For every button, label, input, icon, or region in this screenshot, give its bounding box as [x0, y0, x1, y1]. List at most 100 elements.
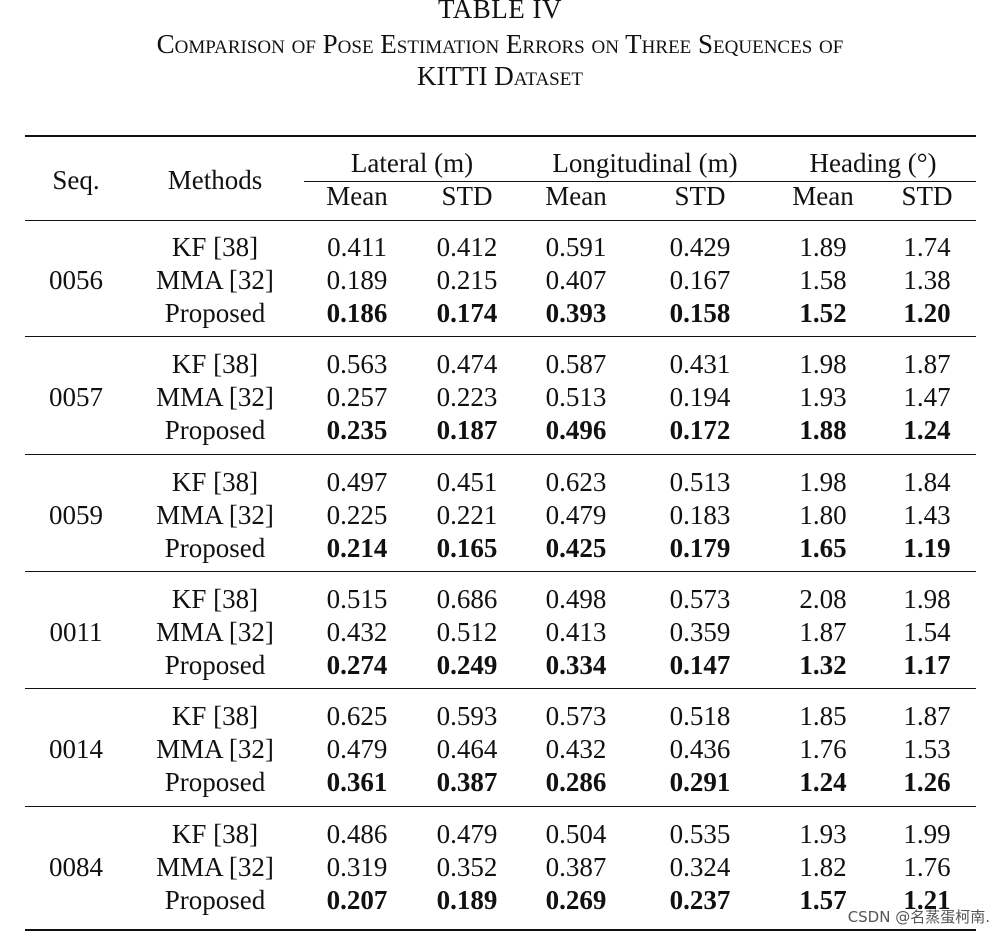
table-cell: 0.486: [326, 818, 388, 849]
table-cell: 0.237: [669, 884, 731, 915]
watermark: CSDN @名蒸蛋柯南.: [847, 908, 990, 926]
table-cell: 1.17: [903, 649, 951, 680]
table-cell: 0.225: [326, 499, 388, 530]
method-label: KF [38]: [171, 818, 259, 849]
table-cell: 1.57: [799, 884, 847, 915]
header-heading-std: STD: [901, 181, 953, 211]
method-label: KF [38]: [171, 232, 259, 262]
header-lateral-std: STD: [441, 181, 493, 211]
header-longitudinal: Longitudinal (m): [552, 148, 738, 178]
table-cell: 0.512: [436, 616, 498, 647]
table-cell: 0.479: [545, 499, 607, 530]
seq-label: 0011: [49, 616, 103, 647]
table-cell: 0.429: [669, 232, 731, 262]
method-label: KF [38]: [171, 701, 259, 732]
table-cell: 0.214: [326, 532, 388, 563]
table-cell: 0.359: [669, 616, 731, 647]
bottom-rule: [25, 929, 976, 931]
table-cell: 0.498: [545, 583, 607, 614]
group-separator: [25, 454, 976, 455]
header-subrule: [304, 181, 976, 182]
table-cell: 1.87: [903, 701, 951, 732]
header-rule: [25, 220, 976, 221]
table-cell: 0.412: [436, 232, 498, 262]
table-cell: 0.257: [326, 382, 388, 413]
table-cell: 1.93: [799, 382, 847, 413]
table-cell: 1.76: [903, 851, 951, 882]
table-cell: 1.26: [903, 767, 951, 798]
table-cell: 0.432: [545, 734, 607, 765]
table-cell: 0.189: [326, 265, 388, 295]
table-cell: 0.432: [326, 616, 388, 647]
table-cell: 1.87: [799, 616, 847, 647]
table-cell: 0.274: [326, 649, 388, 680]
group-separator: [25, 336, 976, 337]
table-cell: 1.24: [903, 415, 951, 446]
table-cell: 0.352: [436, 851, 498, 882]
table-cell: 0.625: [326, 701, 388, 732]
method-label: MMA [32]: [156, 382, 274, 413]
header-lateral-mean: Mean: [326, 181, 388, 211]
table-cell: 0.573: [669, 583, 731, 614]
method-label: MMA [32]: [156, 499, 274, 530]
table-cell: 1.54: [903, 616, 951, 647]
table-cell: 1.53: [903, 734, 951, 765]
table-cell: 1.88: [799, 415, 847, 446]
table-cell: 0.436: [669, 734, 731, 765]
method-label: Proposed: [164, 415, 266, 446]
top-rule: [25, 135, 976, 137]
method-label: Proposed: [164, 298, 266, 328]
method-label: MMA [32]: [156, 265, 274, 295]
method-label: Proposed: [164, 884, 266, 915]
seq-label: 0057: [49, 382, 103, 413]
group-separator: [25, 806, 976, 807]
table-cell: 0.221: [436, 499, 498, 530]
header-methods: Methods: [167, 165, 263, 195]
table-cell: 0.183: [669, 499, 731, 530]
table-cell: 1.47: [903, 382, 951, 413]
table-cell: 0.167: [669, 265, 731, 295]
table-cell: 0.179: [669, 532, 731, 563]
table-cell: 1.74: [903, 232, 951, 262]
seq-label: 0084: [49, 851, 103, 882]
table-cell: 1.85: [799, 701, 847, 732]
table-cell: 0.319: [326, 851, 388, 882]
table-cell: 0.189: [436, 884, 498, 915]
method-label: MMA [32]: [156, 616, 274, 647]
table-cell: 1.43: [903, 499, 951, 530]
table-cell: 0.451: [436, 466, 498, 497]
table-cell: 0.431: [669, 349, 731, 380]
table-cell: 1.52: [799, 298, 847, 328]
table-cell: 0.393: [545, 298, 607, 328]
seq-label: 0056: [49, 265, 103, 295]
table-cell: 0.407: [545, 265, 607, 295]
method-label: Proposed: [164, 767, 266, 798]
table-cell: 0.158: [669, 298, 731, 328]
table-cell: 0.291: [669, 767, 731, 798]
table-cell: 0.535: [669, 818, 731, 849]
table-cell: 0.497: [326, 466, 388, 497]
table-number: TABLE IV: [437, 0, 563, 24]
method-label: MMA [32]: [156, 851, 274, 882]
table-cell: 1.38: [903, 265, 951, 295]
table-cell: 0.515: [326, 583, 388, 614]
table-cell: 0.215: [436, 265, 498, 295]
table-cell: 1.24: [799, 767, 847, 798]
table-cell: 0.207: [326, 884, 388, 915]
table-cell: 0.174: [436, 298, 498, 328]
table-cell: 1.20: [903, 298, 951, 328]
table-cell: 0.165: [436, 532, 498, 563]
table-cell: 0.573: [545, 701, 607, 732]
table-cell: 0.479: [326, 734, 388, 765]
table-cell: 0.172: [669, 415, 731, 446]
method-label: KF [38]: [171, 466, 259, 497]
table-cell: 0.413: [545, 616, 607, 647]
table-cell: 0.496: [545, 415, 607, 446]
table-cell: 0.504: [545, 818, 607, 849]
table-cell: 0.324: [669, 851, 731, 882]
table-cell: 1.76: [799, 734, 847, 765]
table-cell: 0.235: [326, 415, 388, 446]
header-longitudinal-std: STD: [674, 181, 726, 211]
group-separator: [25, 688, 976, 689]
table-cell: 0.518: [669, 701, 731, 732]
